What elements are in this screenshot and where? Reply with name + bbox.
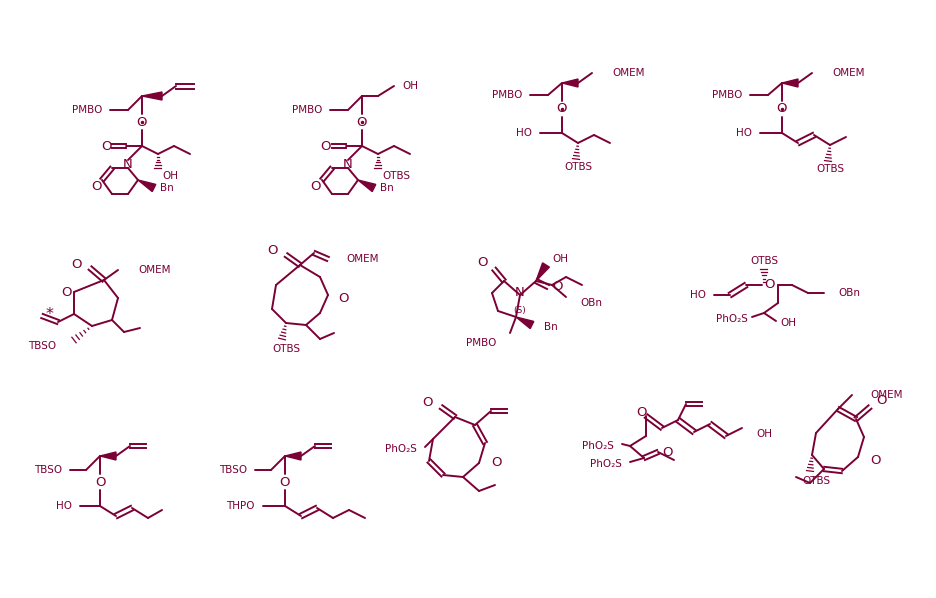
Text: O: O bbox=[662, 446, 672, 459]
Text: TBSO: TBSO bbox=[34, 465, 62, 475]
Text: PhO₂S: PhO₂S bbox=[715, 314, 747, 324]
Text: O: O bbox=[95, 475, 105, 489]
Text: (S): (S) bbox=[513, 307, 526, 316]
Text: OH: OH bbox=[551, 254, 567, 264]
Text: O: O bbox=[62, 285, 72, 298]
Text: PhO₂S: PhO₂S bbox=[385, 444, 417, 454]
Text: OMEM: OMEM bbox=[831, 68, 864, 78]
Polygon shape bbox=[142, 92, 162, 100]
Text: O: O bbox=[477, 257, 488, 270]
Text: Bn: Bn bbox=[380, 183, 393, 193]
Text: OMEM: OMEM bbox=[138, 265, 170, 275]
Text: OTBS: OTBS bbox=[749, 256, 777, 266]
Text: OMEM: OMEM bbox=[869, 390, 901, 400]
Text: OH: OH bbox=[755, 429, 771, 439]
Text: O: O bbox=[338, 292, 348, 306]
Polygon shape bbox=[782, 79, 797, 87]
Polygon shape bbox=[285, 452, 300, 460]
Polygon shape bbox=[535, 263, 548, 281]
Text: O: O bbox=[636, 405, 647, 419]
Polygon shape bbox=[358, 180, 375, 191]
Text: O: O bbox=[267, 245, 278, 258]
Text: OH: OH bbox=[779, 318, 796, 328]
Text: O: O bbox=[91, 179, 101, 193]
Text: OTBS: OTBS bbox=[801, 476, 829, 486]
Polygon shape bbox=[562, 79, 578, 87]
Text: PMBO: PMBO bbox=[491, 90, 521, 100]
Text: PMBO: PMBO bbox=[710, 90, 741, 100]
Text: O: O bbox=[71, 258, 82, 270]
Text: HO: HO bbox=[516, 128, 532, 138]
Text: OTBS: OTBS bbox=[563, 162, 592, 172]
Text: O: O bbox=[357, 115, 367, 129]
Text: PhO₂S: PhO₂S bbox=[590, 459, 622, 469]
Text: N: N bbox=[515, 286, 524, 300]
Text: HO: HO bbox=[689, 290, 705, 300]
Text: *: * bbox=[46, 307, 54, 322]
Text: PMBO: PMBO bbox=[465, 338, 495, 348]
Text: O: O bbox=[422, 396, 432, 410]
Text: OTBS: OTBS bbox=[382, 171, 410, 181]
Text: N: N bbox=[123, 157, 133, 170]
Text: O: O bbox=[556, 102, 566, 115]
Text: PMBO: PMBO bbox=[71, 105, 102, 115]
Text: OBn: OBn bbox=[837, 288, 859, 298]
Text: O: O bbox=[869, 454, 880, 468]
Text: N: N bbox=[343, 157, 353, 170]
Text: HO: HO bbox=[735, 128, 752, 138]
Text: O: O bbox=[320, 139, 331, 152]
Text: O: O bbox=[280, 475, 290, 489]
Text: O: O bbox=[875, 395, 885, 407]
Text: THPO: THPO bbox=[227, 501, 255, 511]
Polygon shape bbox=[516, 317, 534, 328]
Text: PhO₂S: PhO₂S bbox=[581, 441, 613, 451]
Text: O: O bbox=[551, 280, 562, 294]
Polygon shape bbox=[138, 180, 155, 191]
Text: TBSO: TBSO bbox=[28, 341, 56, 351]
Text: O: O bbox=[776, 102, 786, 115]
Text: O: O bbox=[764, 279, 774, 291]
Text: HO: HO bbox=[56, 501, 72, 511]
Text: OMEM: OMEM bbox=[345, 254, 378, 264]
Text: O: O bbox=[137, 115, 147, 129]
Text: OTBS: OTBS bbox=[815, 164, 843, 174]
Text: OBn: OBn bbox=[579, 298, 601, 308]
Text: OH: OH bbox=[162, 171, 178, 181]
Text: OTBS: OTBS bbox=[271, 344, 300, 354]
Text: OH: OH bbox=[402, 81, 417, 91]
Text: Bn: Bn bbox=[160, 183, 173, 193]
Text: O: O bbox=[311, 179, 321, 193]
Text: Bn: Bn bbox=[544, 322, 557, 332]
Text: PMBO: PMBO bbox=[291, 105, 322, 115]
Text: TBSO: TBSO bbox=[219, 465, 247, 475]
Polygon shape bbox=[100, 452, 116, 460]
Text: O: O bbox=[101, 139, 111, 152]
Text: OMEM: OMEM bbox=[611, 68, 644, 78]
Text: O: O bbox=[490, 456, 501, 469]
